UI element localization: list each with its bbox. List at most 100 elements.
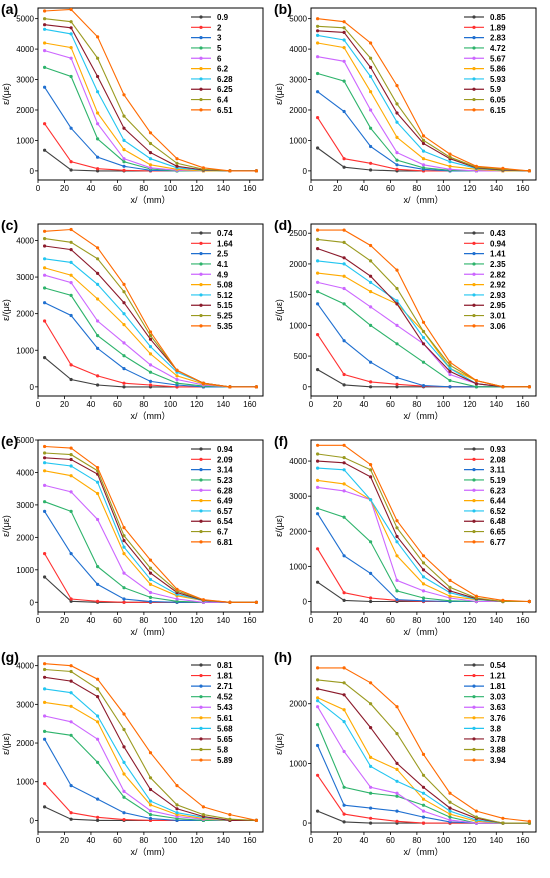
data-point [96, 480, 100, 484]
data-point [369, 596, 373, 600]
panel-label: (g) [1, 649, 19, 665]
data-point [69, 453, 73, 457]
data-point [369, 475, 373, 479]
data-point [342, 383, 346, 387]
legend-label: 6.05 [490, 96, 506, 105]
data-point [69, 32, 73, 36]
legend-marker [199, 529, 203, 534]
data-point [175, 381, 179, 385]
data-point [448, 379, 452, 383]
data-point [342, 256, 346, 260]
data-point [395, 732, 399, 736]
data-point [395, 102, 399, 106]
legend-label: 2 [217, 23, 222, 32]
data-point [342, 820, 346, 824]
data-point [122, 367, 126, 371]
x-tick-label: 140 [217, 616, 231, 625]
data-point [96, 319, 100, 323]
legend-label: 3.03 [490, 693, 506, 702]
data-point [316, 116, 320, 120]
data-point [69, 26, 73, 30]
x-tick-label: 160 [243, 616, 257, 625]
data-point [342, 302, 346, 306]
legend-marker [472, 705, 476, 709]
legend-label: 6.52 [490, 507, 506, 516]
legend-label: 0.54 [490, 661, 506, 670]
legend-marker [199, 705, 203, 709]
data-point [448, 818, 452, 822]
panel-label: (d) [274, 217, 292, 233]
y-tick-label: 0 [30, 816, 35, 825]
data-point [342, 693, 346, 697]
data-point [342, 26, 346, 30]
y-tick-label: 5000 [16, 436, 34, 445]
x-tick-label: 80 [412, 184, 421, 193]
data-point [316, 506, 320, 510]
data-point [316, 333, 320, 337]
y-axis-label: ε/(με) [274, 515, 284, 537]
data-point [342, 803, 346, 807]
legend-marker [199, 252, 203, 256]
data-point [96, 687, 100, 691]
data-point [369, 380, 373, 384]
y-tick-label: 4000 [289, 457, 307, 466]
data-point [421, 589, 426, 593]
data-point [69, 509, 73, 513]
legend-label: 6.25 [217, 85, 233, 94]
data-point [342, 262, 346, 266]
data-point [501, 821, 505, 825]
data-point [448, 164, 452, 168]
data-point [96, 797, 100, 801]
data-point [316, 247, 320, 251]
x-tick-label: 20 [333, 184, 342, 193]
x-tick-label: 80 [139, 616, 148, 625]
legend-marker [199, 15, 203, 19]
data-point [421, 596, 426, 600]
data-point [43, 148, 47, 152]
legend-label: 2.82 [490, 270, 506, 279]
data-point [369, 498, 373, 502]
legend-marker [472, 67, 476, 71]
data-point [175, 164, 179, 168]
x-tick-label: 100 [164, 184, 178, 193]
legend-label: 2.35 [490, 260, 506, 269]
legend-label: 6.48 [490, 517, 506, 526]
data-point [316, 290, 320, 294]
legend-marker [472, 758, 476, 762]
data-point [122, 539, 126, 543]
data-point [342, 30, 346, 34]
plot-frame [37, 223, 264, 397]
data-point [43, 667, 47, 672]
x-tick-label: 120 [463, 400, 477, 409]
legend-label: 2.93 [490, 291, 506, 300]
data-point [421, 149, 426, 153]
legend-label: 0.94 [217, 445, 233, 454]
legend-label: 5.8 [217, 745, 229, 754]
y-tick-label: 2000 [289, 260, 307, 269]
data-point [369, 726, 373, 730]
data-point [122, 290, 126, 294]
data-point [43, 65, 47, 69]
x-tick-label: 60 [113, 616, 122, 625]
legend-marker [472, 313, 476, 318]
x-tick-label: 40 [359, 400, 368, 409]
data-point [254, 600, 258, 604]
data-point [122, 160, 126, 164]
data-point [342, 240, 346, 244]
data-point [43, 444, 47, 449]
data-point [175, 377, 179, 382]
legend-marker [472, 293, 476, 297]
data-point [342, 489, 346, 493]
data-point [421, 554, 426, 558]
data-point [369, 468, 373, 472]
x-axis-label: x/（mm） [404, 847, 444, 857]
legend-marker [199, 684, 203, 688]
data-point [148, 370, 153, 374]
data-point [421, 803, 426, 807]
data-point [175, 157, 179, 161]
x-axis-label: x/（mm） [404, 195, 444, 205]
data-point [395, 534, 399, 539]
data-point [448, 360, 452, 364]
legend-label: 1.64 [217, 239, 233, 248]
legend-marker [199, 726, 203, 730]
